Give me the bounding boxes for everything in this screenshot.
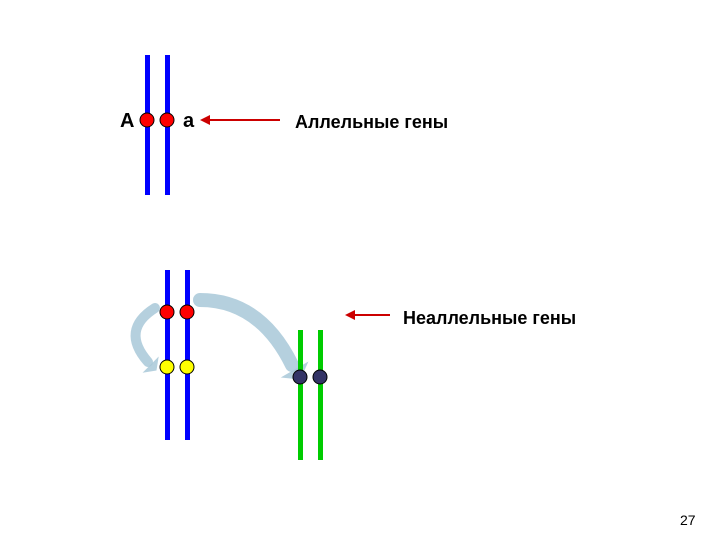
chromosome-bottom-blue-right <box>185 270 190 440</box>
gene-mid-yellow-right <box>180 360 194 374</box>
gene-green-right <box>313 370 327 384</box>
chromosome-bottom-green-left <box>298 330 303 460</box>
chromosome-bottom-green-right <box>318 330 323 460</box>
nonallelic-arrow <box>345 310 390 320</box>
chromosome-bottom-blue-left <box>165 270 170 440</box>
gene-green-left <box>293 370 307 384</box>
curved-arrow-small <box>136 308 159 373</box>
gene-mid-red-left <box>160 305 174 319</box>
gene-top-left <box>140 113 154 127</box>
page-number: 27 <box>680 512 696 528</box>
gene-top-right <box>160 113 174 127</box>
curved-arrow-large <box>200 300 308 380</box>
gene-mid-red-right <box>180 305 194 319</box>
diagram-canvas <box>0 0 720 540</box>
gene-mid-yellow-left <box>160 360 174 374</box>
label-A: A <box>120 110 134 133</box>
label-nonallelic-genes: Неаллельные гены <box>403 308 576 329</box>
label-allelic-genes: Аллельные гены <box>295 112 448 133</box>
allelic-arrow <box>200 115 280 125</box>
label-a: a <box>183 110 194 133</box>
